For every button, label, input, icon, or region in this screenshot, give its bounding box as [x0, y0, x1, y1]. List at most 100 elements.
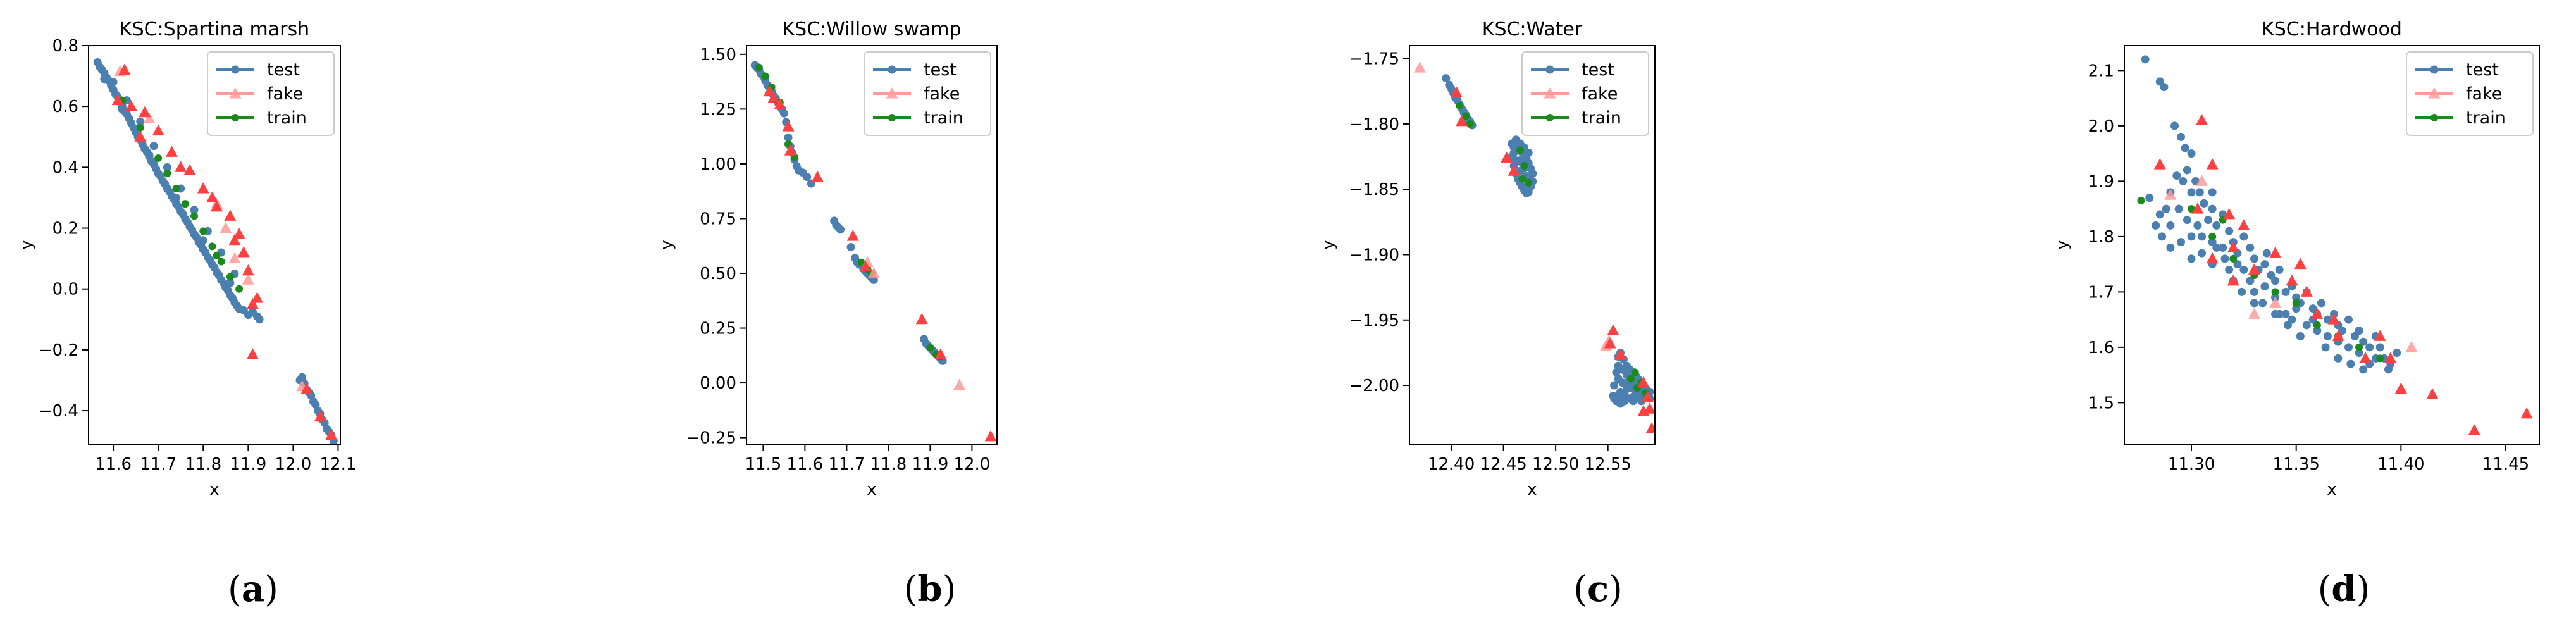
x-tick-label: 12.1	[320, 455, 357, 474]
train-point	[926, 344, 934, 352]
train-point	[1462, 112, 1470, 120]
y-tick-label: 0.75	[700, 209, 736, 228]
series-fake	[2164, 175, 2418, 352]
test-point	[2181, 144, 2189, 152]
series-fake-solid	[2153, 114, 2533, 435]
fake-point	[782, 120, 795, 132]
fake-point	[2223, 208, 2236, 220]
test-point	[2275, 265, 2284, 274]
axes-frame	[746, 45, 998, 445]
test-point	[2198, 232, 2207, 241]
test-point	[2275, 309, 2284, 318]
test-point	[2179, 177, 2188, 185]
y-tick-label: −1.80	[1349, 115, 1399, 134]
fake-point	[2468, 424, 2480, 435]
train-point	[1456, 102, 1464, 110]
y-tick-label: −1.85	[1349, 180, 1399, 199]
y-axis-label: y	[2053, 240, 2072, 249]
legend-box	[2406, 51, 2534, 136]
panel-caption: (b)	[904, 568, 957, 610]
fake-point	[2196, 175, 2208, 186]
y-tick-label: −1.90	[1349, 246, 1399, 264]
data-points	[2137, 55, 2533, 435]
train-point	[181, 200, 189, 208]
y-tick-label: 1.6	[2088, 339, 2114, 358]
fake-point	[2286, 274, 2298, 286]
fake-point	[915, 313, 928, 325]
fake-point	[1641, 390, 1654, 402]
chart-title: KSC:Hardwood	[2262, 18, 2402, 40]
test-point	[2344, 343, 2353, 352]
data-points	[93, 58, 338, 444]
x-tick-label: 11.8	[870, 455, 907, 474]
fake-point	[229, 87, 242, 99]
train-point	[208, 242, 216, 251]
legend-label-test: test	[1582, 60, 1614, 80]
fake-point	[251, 292, 264, 303]
fake-point	[2327, 313, 2340, 325]
series-fake	[861, 256, 966, 390]
fake-point	[242, 273, 254, 285]
x-tick-label: 11.5	[745, 455, 781, 474]
fake-point	[2394, 382, 2407, 394]
train-point	[761, 72, 769, 80]
fake-point	[2311, 308, 2324, 319]
caption-paren: (	[904, 569, 918, 610]
y-tick-label: −0.25	[686, 429, 736, 448]
train-point	[755, 63, 763, 72]
caption-letter: c	[1587, 568, 1609, 610]
fake-point	[767, 92, 780, 103]
y-tick-label: −0.4	[39, 402, 78, 421]
test-point	[2346, 359, 2355, 368]
series-train	[2137, 197, 2384, 363]
caption-paren: )	[943, 569, 957, 610]
fake-point	[246, 348, 259, 359]
fake-point	[1604, 337, 1616, 349]
axes-frame	[1409, 45, 1656, 445]
train-point	[235, 285, 244, 293]
test-point	[2212, 243, 2221, 252]
test-point	[2239, 265, 2248, 274]
series-test	[2141, 55, 2401, 374]
legend: test fake train	[864, 51, 991, 136]
legend-label-fake: fake	[1582, 84, 1618, 104]
test-point	[846, 242, 855, 251]
test-point	[2239, 232, 2248, 241]
train-point	[226, 273, 234, 281]
train-point	[217, 258, 225, 266]
fake-point	[139, 106, 151, 118]
fake-point	[134, 130, 147, 142]
x-tick-label: 12.55	[1584, 455, 1631, 474]
caption-paren: )	[2356, 569, 2370, 610]
test-point	[2430, 65, 2439, 74]
legend-label-fake: fake	[267, 84, 303, 104]
fake-point	[300, 383, 313, 394]
test-point	[2296, 332, 2305, 340]
test-point	[2238, 287, 2246, 296]
fake-point	[125, 100, 138, 111]
legend-label-train: train	[1582, 108, 1621, 128]
legend-label-train: train	[267, 108, 307, 128]
test-point	[2141, 55, 2150, 64]
test-point	[2183, 166, 2191, 175]
fake-point	[2269, 247, 2282, 258]
fake-point	[2359, 352, 2372, 363]
panel-caption: (a)	[228, 568, 278, 610]
fake-point	[206, 191, 218, 202]
test-point	[2260, 282, 2269, 291]
legend: test fake train	[2406, 51, 2534, 136]
legend: test fake train	[207, 51, 335, 136]
train-point	[1627, 375, 1635, 383]
fake-point	[2428, 87, 2441, 99]
y-tick-label: 1.00	[700, 155, 736, 174]
test-point	[2281, 287, 2290, 296]
test-point	[2155, 210, 2164, 219]
test-point	[784, 133, 793, 142]
test-point	[2193, 221, 2202, 230]
fake-point	[1414, 61, 1427, 73]
fake-point	[224, 209, 237, 221]
fake-point	[1450, 86, 1463, 97]
fake-point	[175, 161, 187, 172]
test-point	[136, 117, 145, 126]
fake-point	[1508, 165, 1520, 176]
